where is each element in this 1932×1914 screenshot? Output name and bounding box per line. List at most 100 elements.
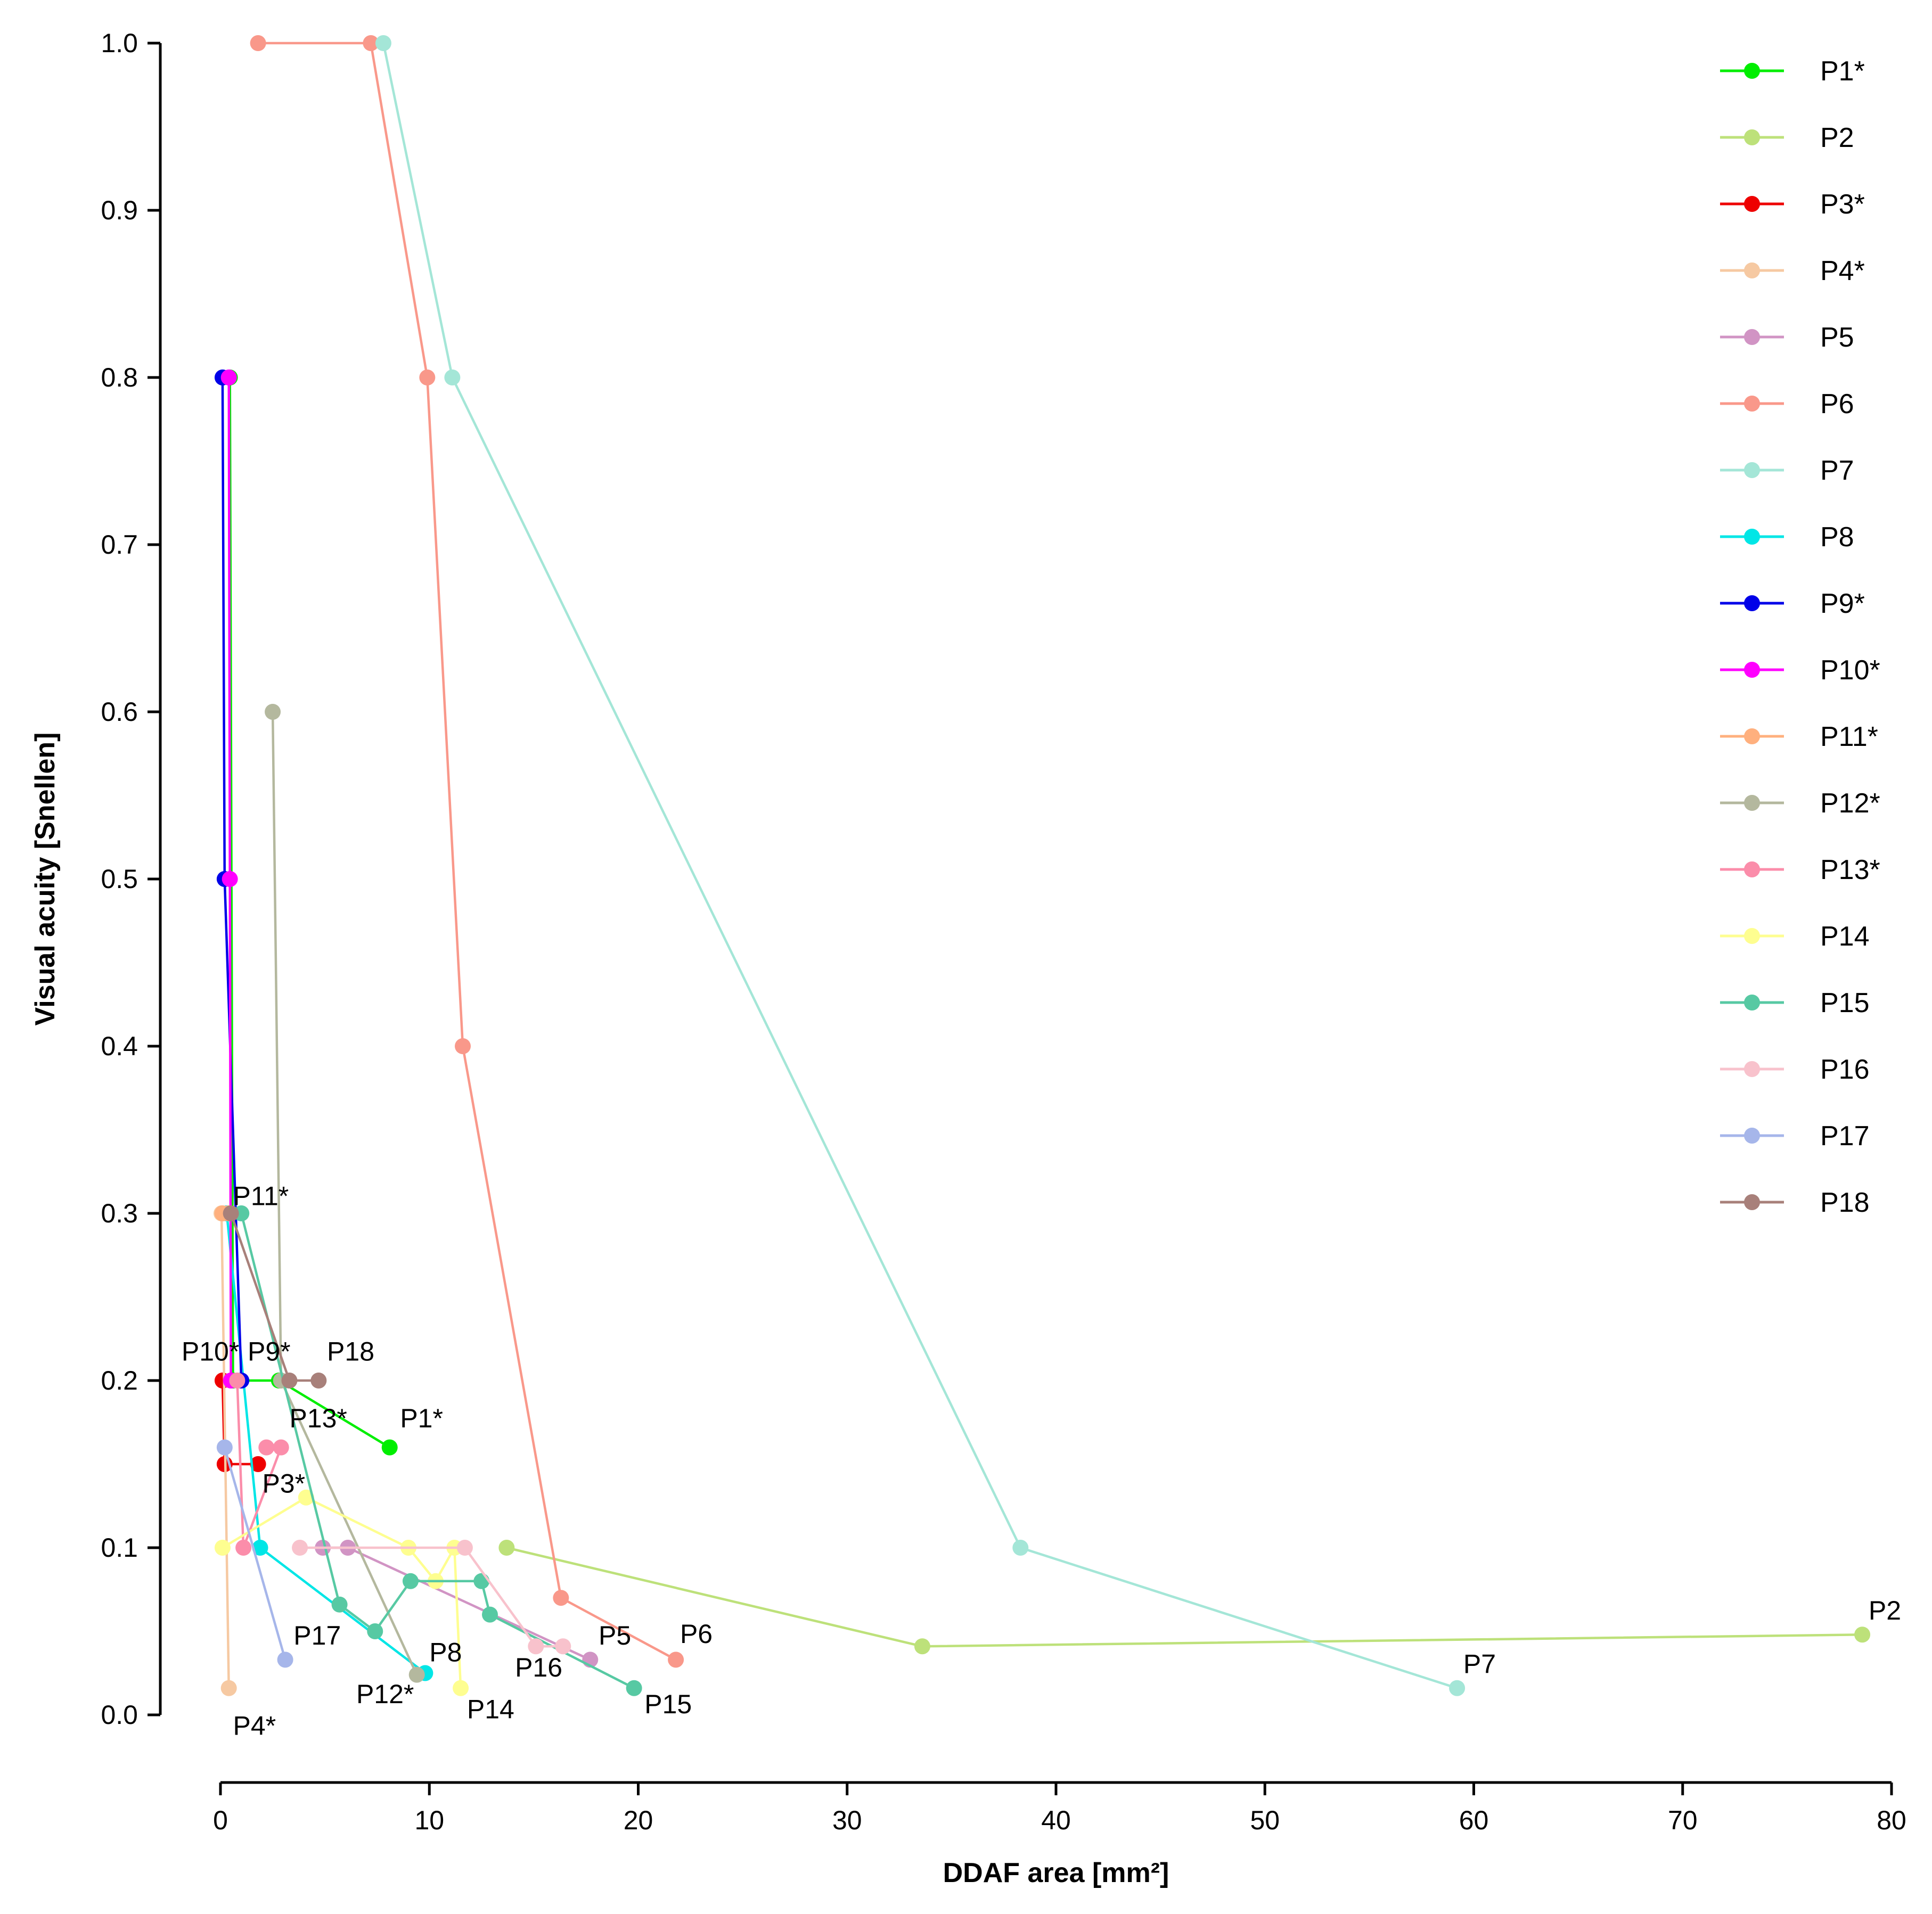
x-tick-label: 0 — [213, 1805, 228, 1835]
data-series — [213, 35, 1871, 1696]
series-p2 — [498, 1540, 1871, 1655]
x-tick-label: 20 — [624, 1805, 653, 1835]
x-tick-label: 60 — [1459, 1805, 1489, 1835]
series-line — [228, 377, 390, 1449]
series-line — [382, 43, 1458, 1689]
data-point — [214, 1540, 231, 1556]
legend-item: P3* — [1720, 189, 1865, 220]
legend-item: P8 — [1720, 522, 1854, 553]
point-label: P18 — [327, 1336, 374, 1366]
legend: P1* P2 P3* P4* P5 P6 P7 P8 P9* P10* P11* P12* P13* P1… — [1720, 56, 1880, 1218]
data-point — [223, 1205, 239, 1221]
data-point — [381, 1439, 398, 1456]
point-label: P5 — [599, 1621, 631, 1650]
point-label: P12* — [356, 1679, 414, 1709]
legend-item: P2 — [1720, 122, 1854, 153]
legend-label: P5 — [1820, 322, 1854, 353]
y-tick-label: 0.7 — [101, 530, 138, 560]
data-point — [914, 1638, 930, 1655]
y-axis-ticks: 0.0 0.1 0.2 0.3 0.4 0.5 0.6 0.7 0.8 0.9 1.0 — [101, 28, 160, 1730]
legend-item: P18 — [1720, 1187, 1870, 1218]
legend-label: P14 — [1820, 921, 1870, 952]
point-label: P4* — [233, 1711, 276, 1741]
legend-item: P5 — [1720, 322, 1854, 353]
point-label: P6 — [680, 1619, 713, 1649]
legend-label: P17 — [1820, 1121, 1870, 1152]
data-point — [668, 1652, 684, 1668]
point-label: P8 — [429, 1638, 462, 1667]
y-axis-title: Visual acuity [Snellen] — [30, 732, 61, 1025]
legend-item: P7 — [1720, 455, 1854, 486]
legend-swatch-marker — [1744, 329, 1760, 345]
series-p6 — [250, 35, 684, 1668]
y-tick-label: 0.9 — [101, 195, 138, 225]
point-label: P11* — [233, 1181, 289, 1211]
data-point — [455, 1038, 471, 1054]
data-point — [456, 1540, 473, 1556]
data-point — [498, 1540, 515, 1556]
series-line — [240, 1213, 635, 1689]
x-tick-label: 50 — [1250, 1805, 1280, 1835]
point-label: P2 — [1869, 1596, 1901, 1625]
legend-swatch-marker — [1744, 262, 1760, 278]
x-tick-label: 40 — [1041, 1805, 1071, 1835]
data-point — [265, 704, 281, 720]
y-tick-label: 1.0 — [101, 28, 138, 58]
data-point — [258, 1439, 275, 1456]
legend-item: P16 — [1720, 1054, 1870, 1085]
legend-label: P8 — [1820, 522, 1854, 553]
legend-label: P10* — [1820, 655, 1880, 686]
data-point — [473, 1573, 490, 1589]
legend-label: P13* — [1820, 855, 1880, 885]
legend-swatch-marker — [1744, 995, 1760, 1011]
data-point — [555, 1638, 571, 1655]
data-point — [220, 1680, 237, 1696]
y-tick-label: 0.4 — [101, 1031, 138, 1061]
data-point — [222, 871, 238, 887]
axes: 0.0 0.1 0.2 0.3 0.4 0.5 0.6 0.7 0.8 0.9 1.0 0 10 20 3… — [30, 28, 1906, 1888]
legend-item: P11* — [1720, 721, 1878, 752]
legend-swatch-marker — [1744, 529, 1760, 545]
legend-item: P4* — [1720, 256, 1865, 286]
data-point — [216, 1439, 233, 1456]
legend-item: P6 — [1720, 389, 1854, 420]
data-point — [367, 1623, 383, 1639]
series-line — [222, 1496, 462, 1688]
legend-swatch-marker — [1744, 1128, 1760, 1144]
data-point — [626, 1680, 642, 1696]
point-label: P9* — [248, 1336, 291, 1366]
legend-item: P9* — [1720, 588, 1865, 619]
y-tick-label: 0.0 — [101, 1700, 138, 1730]
x-tick-label: 80 — [1877, 1805, 1906, 1835]
legend-item: P13* — [1720, 855, 1880, 885]
legend-swatch-marker — [1744, 595, 1760, 611]
x-tick-label: 10 — [414, 1805, 444, 1835]
data-point — [229, 1373, 245, 1389]
legend-item: P10* — [1720, 655, 1880, 686]
data-point — [252, 1540, 268, 1556]
point-label: P3* — [262, 1468, 305, 1498]
legend-swatch-marker — [1744, 63, 1760, 79]
legend-label: P1* — [1820, 56, 1865, 87]
point-label: P13* — [289, 1403, 347, 1433]
data-point — [1012, 1540, 1029, 1556]
legend-item: P17 — [1720, 1121, 1870, 1152]
point-label: P16 — [515, 1653, 562, 1682]
series-p13-star — [229, 1373, 289, 1556]
data-point — [408, 1666, 425, 1683]
legend-swatch-marker — [1744, 196, 1760, 212]
data-point — [298, 1489, 314, 1506]
data-point — [277, 1652, 293, 1668]
data-point — [419, 369, 436, 385]
legend-label: P11* — [1820, 721, 1878, 752]
legend-swatch-marker — [1744, 462, 1760, 478]
y-tick-label: 0.6 — [101, 697, 138, 727]
data-point — [331, 1596, 348, 1613]
legend-label: P15 — [1820, 988, 1870, 1018]
series-p16 — [292, 1540, 571, 1655]
data-point — [220, 369, 237, 385]
x-tick-label: 70 — [1668, 1805, 1698, 1835]
point-label: P17 — [293, 1621, 341, 1650]
series-line — [300, 1546, 563, 1648]
legend-label: P12* — [1820, 788, 1880, 819]
